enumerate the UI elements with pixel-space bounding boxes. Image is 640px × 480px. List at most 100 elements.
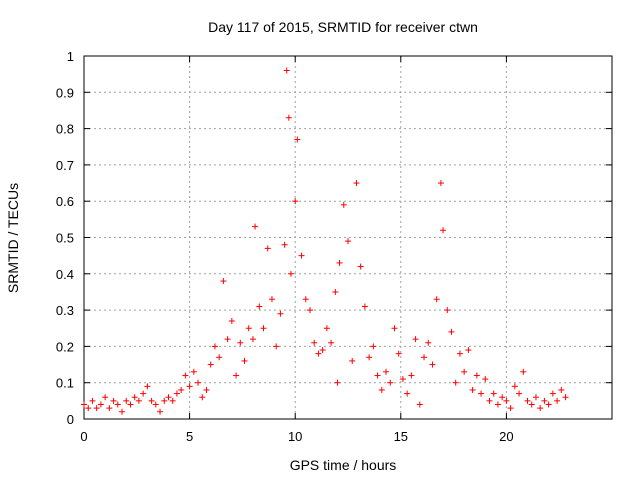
data-point bbox=[195, 379, 202, 386]
data-point bbox=[345, 238, 351, 245]
data-point bbox=[85, 405, 92, 412]
data-point bbox=[268, 296, 275, 303]
data-point bbox=[89, 397, 96, 404]
data-point bbox=[499, 394, 506, 401]
data-point bbox=[131, 394, 138, 401]
y-tick-label: 0.3 bbox=[56, 303, 74, 318]
data-point bbox=[264, 245, 271, 252]
data-point bbox=[306, 307, 313, 314]
data-point bbox=[237, 339, 244, 346]
data-point bbox=[378, 386, 385, 393]
data-point bbox=[190, 368, 197, 375]
data-point bbox=[323, 325, 330, 332]
x-tick-label: 15 bbox=[394, 429, 408, 444]
y-tick-label: 0.2 bbox=[56, 339, 74, 354]
data-point bbox=[532, 394, 539, 401]
data-point bbox=[361, 303, 368, 310]
data-point bbox=[366, 354, 373, 361]
tick-labels: 00.10.20.30.40.50.60.70.80.910 5 10 15 20 bbox=[56, 49, 514, 444]
data-point bbox=[412, 336, 419, 343]
data-point bbox=[224, 336, 231, 343]
data-point bbox=[507, 405, 514, 412]
data-point bbox=[256, 303, 263, 310]
data-point bbox=[245, 325, 252, 332]
grid bbox=[84, 56, 612, 419]
x-tick-label: 0 bbox=[80, 429, 87, 444]
data-point bbox=[399, 376, 406, 383]
data-point bbox=[319, 347, 326, 354]
data-point bbox=[283, 67, 290, 74]
data-point bbox=[294, 136, 301, 143]
data-point bbox=[298, 252, 305, 259]
data-point bbox=[357, 263, 364, 270]
data-point bbox=[102, 394, 109, 401]
data-point bbox=[537, 405, 544, 412]
data-point bbox=[433, 296, 440, 303]
data-point bbox=[387, 379, 394, 386]
data-point bbox=[152, 401, 159, 408]
data-point bbox=[332, 288, 339, 295]
data-point bbox=[541, 397, 548, 404]
data-point bbox=[119, 408, 126, 415]
data-point bbox=[144, 383, 151, 390]
y-tick-label: 0.8 bbox=[56, 122, 74, 137]
data-point bbox=[241, 357, 248, 364]
y-axis-label: SRMTID / TECUs bbox=[5, 183, 21, 293]
data-point bbox=[228, 317, 235, 324]
y-tick-label: 0.9 bbox=[56, 85, 74, 100]
data-point bbox=[157, 408, 164, 415]
data-point bbox=[211, 343, 218, 350]
y-tick-label: 0.1 bbox=[56, 376, 74, 391]
data-point bbox=[562, 394, 569, 401]
data-point bbox=[511, 383, 518, 390]
data-point bbox=[161, 397, 168, 404]
data-point bbox=[383, 368, 390, 375]
data-point bbox=[93, 405, 100, 412]
data-point bbox=[558, 386, 565, 393]
data-point bbox=[421, 354, 428, 361]
data-points bbox=[81, 67, 569, 415]
data-point bbox=[287, 270, 294, 277]
data-point bbox=[178, 386, 185, 393]
data-point bbox=[353, 180, 360, 187]
data-point bbox=[315, 350, 322, 357]
data-point bbox=[404, 390, 411, 397]
axis-ticks bbox=[83, 55, 612, 420]
data-point bbox=[97, 401, 104, 408]
data-point bbox=[216, 354, 223, 361]
data-point bbox=[273, 343, 280, 350]
data-point bbox=[114, 401, 121, 408]
data-point bbox=[260, 325, 267, 332]
data-point bbox=[469, 386, 476, 393]
data-point bbox=[173, 390, 180, 397]
data-point bbox=[135, 397, 142, 404]
data-point bbox=[461, 368, 468, 375]
data-point bbox=[110, 397, 117, 404]
data-point bbox=[452, 379, 459, 386]
data-point bbox=[444, 307, 451, 314]
data-point bbox=[311, 339, 318, 346]
data-point bbox=[328, 339, 335, 346]
data-point bbox=[425, 339, 432, 346]
x-axis-label: GPS time / hours bbox=[290, 457, 397, 473]
plot-frame bbox=[83, 55, 613, 420]
data-point bbox=[285, 114, 292, 121]
data-point bbox=[374, 372, 381, 379]
chart-title: Day 117 of 2015, SRMTID for receiver ctw… bbox=[208, 19, 478, 35]
y-tick-label: 0 bbox=[67, 412, 74, 427]
data-point bbox=[233, 372, 240, 379]
data-point bbox=[395, 350, 402, 357]
data-point bbox=[391, 325, 398, 332]
data-point bbox=[440, 227, 447, 234]
data-point bbox=[182, 372, 189, 379]
data-point bbox=[203, 386, 210, 393]
data-point bbox=[140, 390, 147, 397]
data-point bbox=[127, 401, 134, 408]
data-point bbox=[349, 357, 356, 364]
data-point bbox=[448, 328, 455, 335]
data-point bbox=[169, 397, 176, 404]
data-point bbox=[199, 394, 206, 401]
data-point bbox=[437, 180, 444, 187]
data-point bbox=[429, 361, 436, 368]
